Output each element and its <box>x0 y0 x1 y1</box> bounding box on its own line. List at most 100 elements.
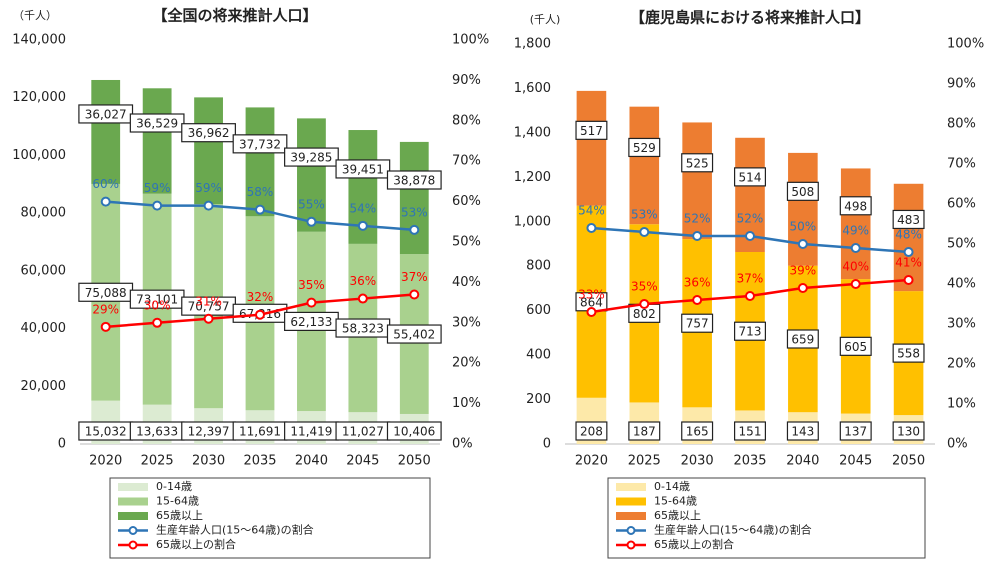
y2-tick-label: 50% <box>947 237 976 252</box>
legend-swatch <box>118 497 148 506</box>
ratio-point <box>357 293 368 304</box>
bar-segment <box>399 141 429 255</box>
legend-label: 0-14歳 <box>156 480 192 493</box>
y2-tick-label: 20% <box>452 356 481 371</box>
bar-segment <box>91 79 121 184</box>
ratio-point <box>306 216 317 227</box>
legend-swatch <box>118 483 148 491</box>
x-tick-label: 2040 <box>786 454 819 469</box>
y-tick-label: 100,000 <box>12 148 66 163</box>
y2-tick-label: 70% <box>947 157 976 172</box>
y2-tick-label: 60% <box>452 194 481 209</box>
ratio-label: 53% <box>631 208 658 222</box>
value-label: 11,691 <box>239 425 281 439</box>
ratio-label: 32% <box>247 290 274 304</box>
ratio-point <box>152 200 163 211</box>
chart-title: 【全国の将来推計人口】 <box>152 7 317 25</box>
bar-segment <box>682 122 712 240</box>
value-label: 13,633 <box>136 425 178 439</box>
ratio-point <box>586 307 597 317</box>
y2-tick-label: 60% <box>947 197 976 212</box>
ratio-label: 30% <box>144 298 171 312</box>
y-tick-label: 40,000 <box>21 321 67 336</box>
value-label-box <box>839 336 872 356</box>
ratio-point <box>797 239 808 249</box>
value-label-box <box>892 421 925 441</box>
legend-swatch <box>616 512 646 520</box>
ratio-label: 36% <box>350 274 377 288</box>
ratio-label: 35% <box>631 280 658 294</box>
value-label-box <box>386 421 442 441</box>
unit-label: （千人） <box>13 9 57 22</box>
value-label: 39,451 <box>342 162 384 176</box>
legend-label: 15-64歳 <box>156 495 199 508</box>
value-label: 11,027 <box>342 425 384 439</box>
value-label: 10,406 <box>393 425 435 439</box>
value-label: 137 <box>844 425 867 439</box>
value-label-box <box>839 196 872 216</box>
value-label: 73,101 <box>136 293 178 307</box>
y2-tick-label: 30% <box>452 315 481 330</box>
ratio-point <box>850 279 861 289</box>
x-tick-label: 2030 <box>681 454 714 469</box>
x-tick-label: 2045 <box>839 454 872 469</box>
ratio-label: 48% <box>895 228 922 242</box>
value-label: 12,397 <box>188 425 230 439</box>
ratio-point <box>903 275 914 285</box>
ratio-label: 52% <box>684 212 711 226</box>
value-label: 151 <box>739 425 762 439</box>
y2-tick-label: 90% <box>452 73 481 88</box>
value-label: 37,732 <box>239 137 281 151</box>
bar-segment <box>194 97 223 205</box>
legend-swatch <box>118 512 148 520</box>
legend-swatch <box>616 497 646 506</box>
ratio-label: 39% <box>790 264 817 278</box>
y2-tick-label: 0% <box>947 437 968 452</box>
x-tick-label: 2020 <box>575 454 608 469</box>
legend-swatch <box>616 483 646 491</box>
legend-label: 65歳以上 <box>156 509 203 522</box>
value-label: 529 <box>633 141 656 155</box>
y-tick-label: 120,000 <box>12 90 66 105</box>
y2-tick-label: 80% <box>947 117 976 132</box>
ratio-point <box>306 297 317 308</box>
y-tick-label: 1,400 <box>514 125 551 140</box>
value-label: 757 <box>686 317 709 331</box>
value-label: 15,032 <box>85 425 127 439</box>
ratio-point <box>100 321 111 332</box>
legend-marker <box>128 540 138 550</box>
ratio-label: 37% <box>401 270 428 284</box>
legend-label: 15-64歳 <box>654 495 697 508</box>
ratio-label: 54% <box>578 204 605 218</box>
x-tick-label: 2040 <box>295 454 328 469</box>
value-label-box <box>839 421 872 441</box>
ratio-label: 31% <box>195 294 222 308</box>
value-label: 55,402 <box>393 328 435 342</box>
y2-tick-label: 40% <box>947 277 976 292</box>
value-label-box <box>892 343 925 363</box>
ratio-label: 35% <box>298 278 325 292</box>
y2-tick-label: 50% <box>452 235 481 250</box>
ratio-point <box>692 295 703 305</box>
value-label-box <box>681 313 714 333</box>
value-label: 517 <box>580 124 603 138</box>
value-label: 713 <box>739 325 762 339</box>
value-label-box <box>628 137 661 158</box>
bar-segment <box>245 107 275 217</box>
legend-box <box>607 477 926 559</box>
y-tick-label: 1,000 <box>514 214 551 229</box>
ratio-point <box>797 283 808 293</box>
legend-marker <box>128 526 138 535</box>
value-label: 208 <box>580 425 603 439</box>
y-tick-label: 600 <box>526 303 551 318</box>
value-label: 558 <box>897 347 920 361</box>
x-tick-label: 2045 <box>346 454 379 469</box>
legend-label: 0-14歳 <box>654 480 690 493</box>
y-tick-label: 80,000 <box>21 206 67 221</box>
ratio-label: 29% <box>92 302 119 316</box>
y-tick-label: 1,200 <box>514 170 551 185</box>
x-tick-label: 2030 <box>192 454 225 469</box>
x-tick-label: 2035 <box>243 454 276 469</box>
legend-label: 65歳以上の割合 <box>156 537 236 551</box>
